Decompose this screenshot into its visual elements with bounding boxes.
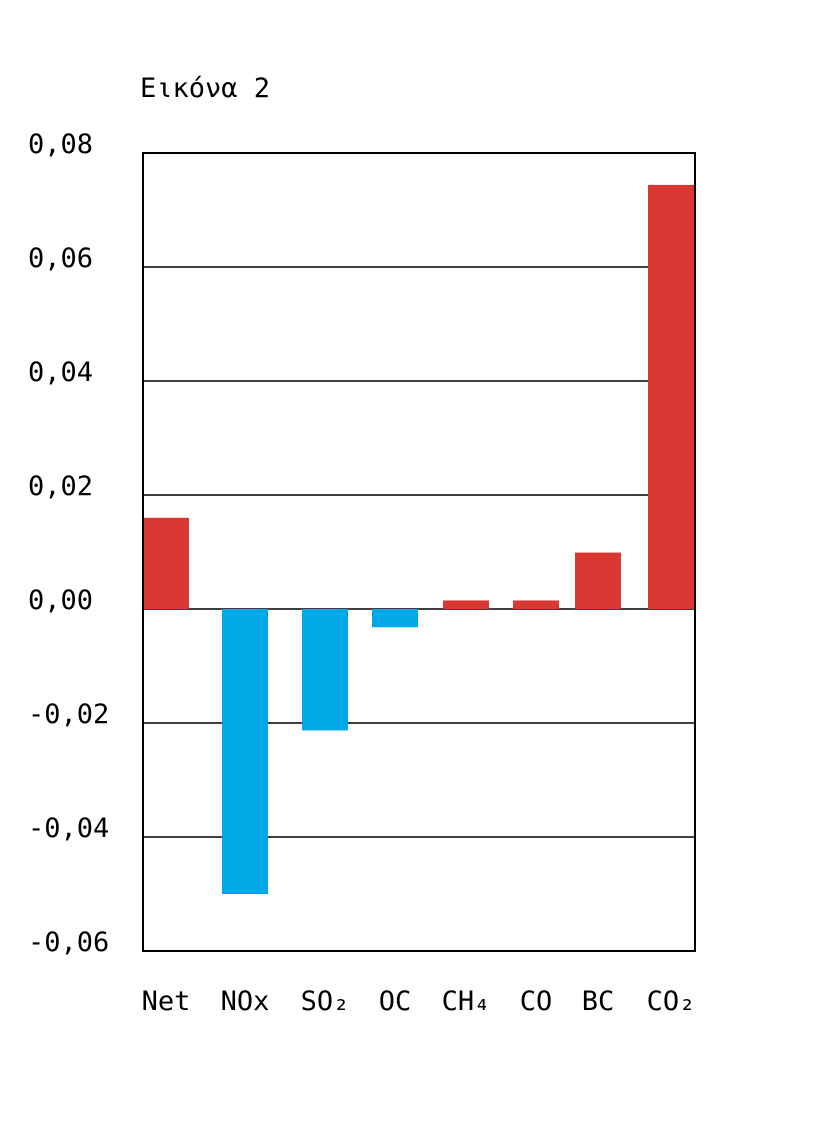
y-tick-label: 0,00 (28, 585, 93, 616)
x-tick-label: CO₂ (647, 986, 696, 1017)
bar-7 (648, 184, 694, 610)
x-tick-label: NOx (221, 986, 270, 1017)
bars (143, 184, 694, 894)
bar-1 (222, 609, 268, 894)
chart-title: Εικόνα 2 (140, 73, 270, 104)
y-tick-label: 0,02 (28, 471, 93, 502)
bar-2 (302, 609, 348, 731)
y-tick-labels: 0,08 0,06 0,04 0,02 0,00 -0,02 -0,04 -0,06 (28, 129, 109, 958)
bar-6 (575, 552, 621, 609)
bar-5 (513, 600, 559, 609)
y-tick-label: 0,04 (28, 357, 93, 388)
y-tick-label: 0,08 (28, 129, 93, 160)
x-tick-label: SO₂ (301, 986, 350, 1017)
x-tick-labels: Net NOx SO₂ OC CH₄ CO BC CO₂ (142, 986, 696, 1017)
x-tick-label: BC (582, 986, 615, 1017)
bar-4 (443, 600, 489, 609)
y-tick-label: -0,06 (28, 927, 109, 958)
y-tick-label: 0,06 (28, 243, 93, 274)
bar-0 (143, 517, 189, 609)
x-tick-label: CO (520, 986, 553, 1017)
x-tick-label: CH₄ (442, 986, 491, 1017)
y-tick-label: -0,02 (28, 699, 109, 730)
bar-3 (372, 609, 418, 628)
plot-frame (142, 152, 696, 952)
x-tick-label: OC (379, 986, 412, 1017)
x-tick-label: Net (142, 986, 191, 1017)
y-tick-label: -0,04 (28, 813, 109, 844)
